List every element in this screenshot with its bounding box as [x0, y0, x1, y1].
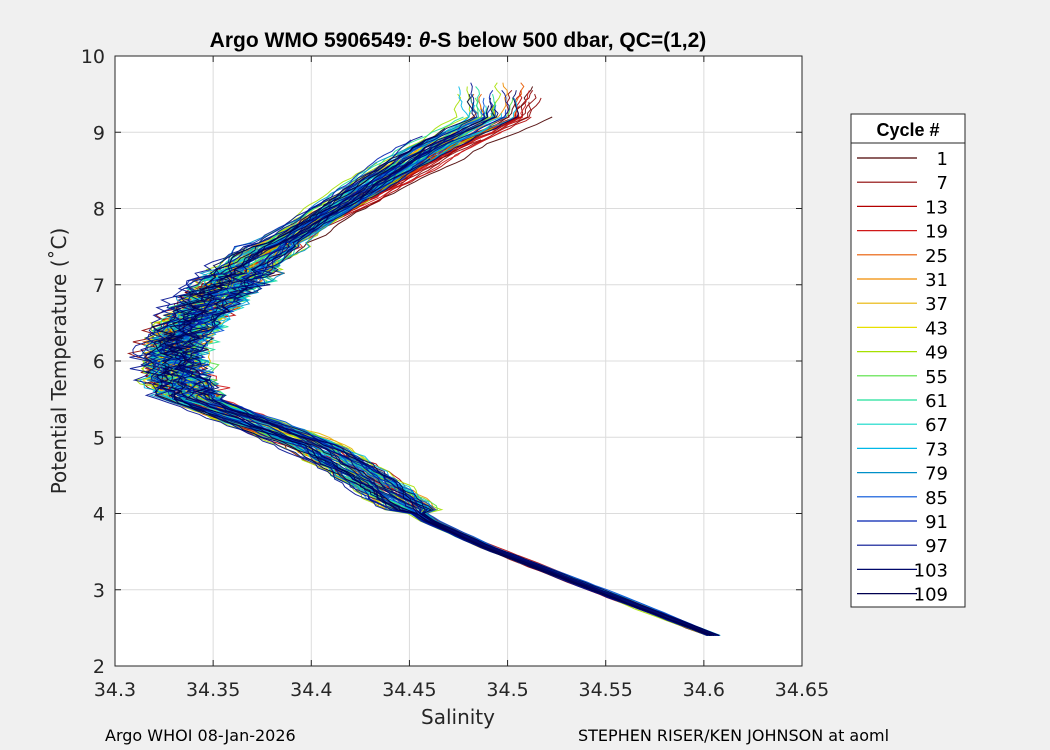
x-tick-label: 34.3	[94, 679, 136, 701]
legend-title: Cycle #	[876, 120, 939, 140]
y-tick-label: 3	[93, 580, 105, 602]
y-tick-label: 8	[93, 199, 105, 221]
legend-label: 97	[925, 536, 948, 557]
legend-label: 103	[914, 560, 948, 581]
y-tick-label: 5	[93, 427, 105, 449]
legend-label: 13	[925, 197, 948, 218]
profile-line	[186, 109, 720, 636]
y-tick-label: 2	[93, 656, 105, 678]
legend-label: 1	[937, 149, 948, 170]
x-tick-label: 34.35	[186, 679, 240, 701]
legend-label: 61	[925, 391, 948, 412]
legend-label: 37	[925, 294, 948, 315]
footer-right: STEPHEN RISER/KEN JOHNSON at aoml	[578, 726, 890, 745]
legend-label: 67	[925, 415, 948, 436]
legend-label: 7	[937, 173, 948, 194]
y-tick-label: 6	[93, 351, 105, 373]
legend-label: 79	[925, 464, 948, 485]
profile-line	[143, 162, 711, 636]
legend-label: 73	[925, 439, 948, 460]
x-tick-label: 34.5	[486, 679, 528, 701]
y-tick-label: 4	[93, 504, 105, 526]
x-tick-label: 34.55	[579, 679, 633, 701]
footer-left: Argo WHOI 08-Jan-2026	[105, 726, 296, 745]
x-tick-label: 34.45	[382, 679, 436, 701]
profile-lines	[126, 82, 721, 636]
profile-line	[177, 147, 720, 636]
legend-label: 85	[925, 488, 948, 509]
legend-label: 55	[925, 367, 948, 388]
x-tick-label: 34.4	[290, 679, 332, 701]
x-tick-label: 34.6	[683, 679, 725, 701]
y-tick-label: 10	[81, 46, 105, 68]
legend-label: 25	[925, 246, 948, 267]
y-tick-label: 7	[93, 275, 105, 297]
x-tick-label: 34.65	[775, 679, 829, 701]
legend-label: 91	[925, 512, 948, 533]
profile-line	[161, 105, 715, 636]
legend-label: 43	[925, 318, 948, 339]
legend-items: 1 7 13 19 25 31 37 43 49 55 61 67 73 79 85 91 97 103 109	[857, 149, 948, 606]
legend-label: 109	[914, 585, 948, 606]
axis-ticks: 34.3 34.35 34.4 34.45 34.5 34.55 34.6 34.65 2 3 4 5…	[81, 46, 829, 701]
y-axis-label: Potential Temperature (˚C)	[47, 228, 71, 495]
legend-label: 31	[925, 270, 948, 291]
legend-label: 19	[925, 222, 948, 243]
legend-box	[850, 113, 966, 608]
y-tick-label: 9	[93, 122, 105, 144]
x-axis-label: Salinity	[421, 705, 495, 729]
legend-label: 49	[925, 343, 948, 364]
chart-title: Argo WMO 5906549: θ-S below 500 dbar, QC…	[210, 29, 707, 52]
legend: Cycle # 1 7 13 19 25 31 37 43 49 55 61 67 73 79 85 91 97…	[850, 113, 966, 608]
